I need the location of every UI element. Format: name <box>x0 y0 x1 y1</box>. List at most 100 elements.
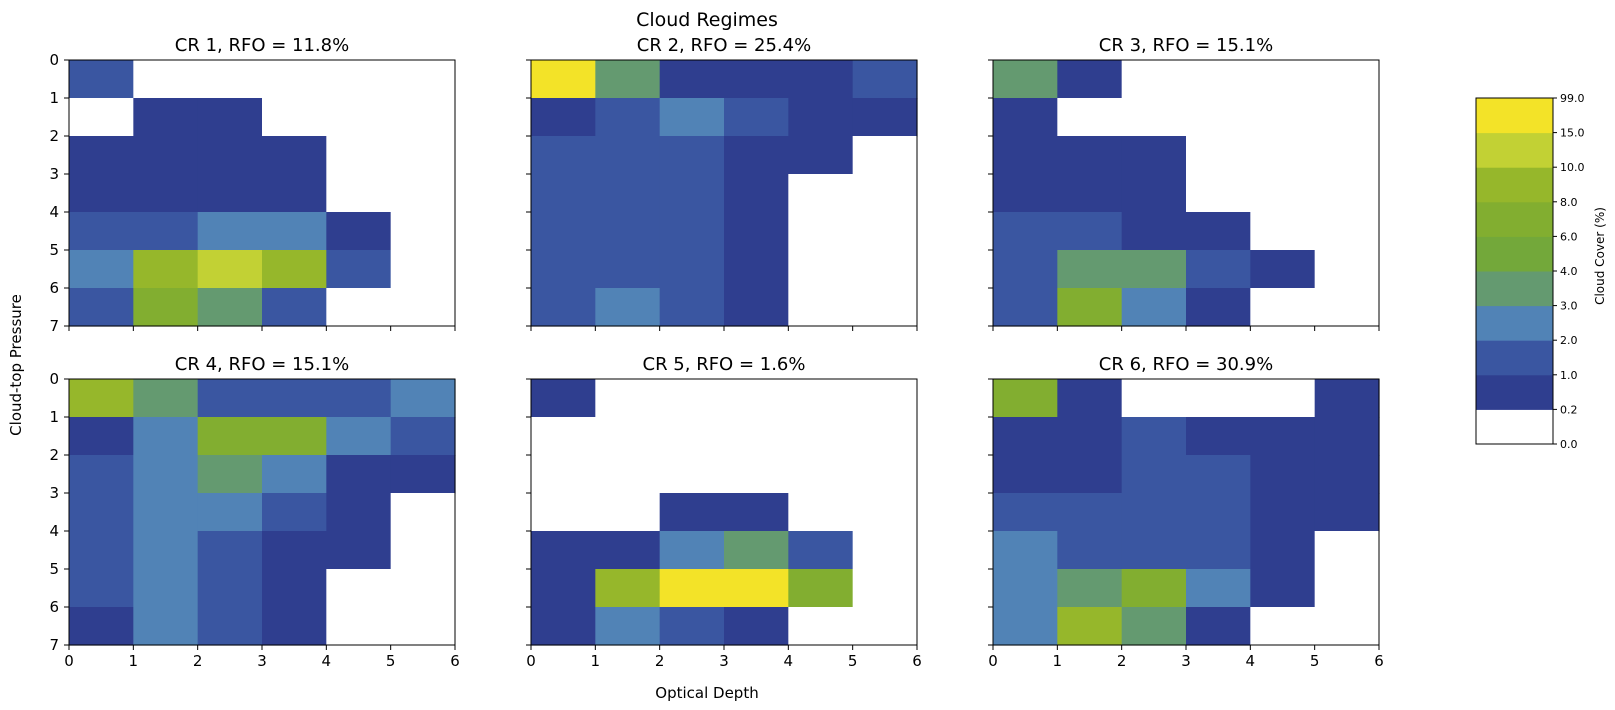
heatmap-cell-4-0-3 <box>262 379 327 418</box>
heatmap-cell-4-0-1 <box>133 379 199 418</box>
x-tick-label: 3 <box>1181 652 1191 670</box>
heatmap-cell-2-1-3 <box>724 98 789 137</box>
heatmap-cell-4-1-2 <box>197 417 263 456</box>
y-tick-label: 2 <box>49 127 59 145</box>
heatmap-cell-5-2-4 <box>788 455 854 494</box>
heatmap-cell-5-5-3 <box>724 569 789 608</box>
colorbar-segment-2 <box>1476 340 1553 376</box>
x-tick-label: 3 <box>719 652 729 670</box>
x-tick-label: 0 <box>526 652 536 670</box>
heatmap-cell-2-1-2 <box>659 98 725 137</box>
heatmap-cell-2-1-0 <box>531 98 596 137</box>
heatmap-cell-3-0-1 <box>1057 60 1123 99</box>
heatmap-cell-4-1-1 <box>133 417 199 456</box>
heatmap-cell-4-2-2 <box>197 455 263 494</box>
heatmap-panel-5: CR 5, RFO = 1.6% 0 1 2 3 4 5 6 <box>526 354 922 670</box>
heatmap-cell-4-5-0 <box>69 569 134 608</box>
heatmap-cell-2-0-5 <box>852 60 918 99</box>
heatmap-cell-3-3-2 <box>1121 174 1187 213</box>
x-tick-label: 2 <box>193 652 203 670</box>
heatmap-cell-5-5-1 <box>595 569 661 608</box>
y-tick-label: 1 <box>49 408 59 426</box>
colorbar: 0.0 0.2 1.0 2.0 3.0 4.0 6.0 8.0 10.0 15.0 99.0 <box>1475 92 1585 451</box>
heatmap-cell-5-3-0 <box>531 493 596 532</box>
heatmap-cell-3-2-3 <box>1186 136 1251 175</box>
heatmap-cell-3-2-2 <box>1121 136 1187 175</box>
heatmap-cell-3-1-1 <box>1057 98 1123 137</box>
colorbar-tick-label: 8.0 <box>1560 196 1578 209</box>
heatmap-cell-3-6-4 <box>1250 288 1316 327</box>
heatmap-cell-1-5-5 <box>390 250 456 289</box>
heatmap-cell-4-3-0 <box>69 493 134 532</box>
heatmap-cell-6-6-1 <box>1057 607 1123 646</box>
heatmap-cell-3-0-3 <box>1186 60 1251 99</box>
y-tick-label: 6 <box>49 598 59 616</box>
x-tick-label: 1 <box>1053 652 1063 670</box>
heatmap-cell-4-5-4 <box>326 569 392 608</box>
heatmap-cell-1-5-3 <box>262 250 327 289</box>
x-tick-label: 6 <box>450 652 460 670</box>
heatmap-cell-3-6-3 <box>1186 288 1251 327</box>
heatmap-cell-5-6-2 <box>659 607 725 646</box>
y-tick-label: 5 <box>49 241 59 259</box>
heatmap-cell-4-1-5 <box>390 417 456 456</box>
heatmap-cell-2-5-3 <box>724 250 789 289</box>
heatmap-cell-2-0-0 <box>531 60 596 99</box>
heatmap-cell-5-5-0 <box>531 569 596 608</box>
heatmap-cell-3-5-4 <box>1250 250 1316 289</box>
heatmap-cell-1-2-2 <box>197 136 263 175</box>
heatmap-cell-6-1-3 <box>1186 417 1251 456</box>
heatmap-cell-1-3-1 <box>133 174 199 213</box>
heatmap-cell-2-3-0 <box>531 174 596 213</box>
heatmap-cell-2-1-1 <box>595 98 661 137</box>
heatmap-cell-5-1-5 <box>852 417 918 456</box>
heatmap-cell-1-0-4 <box>326 60 392 99</box>
heatmap-cell-4-0-4 <box>326 379 392 418</box>
heatmap-cell-1-3-4 <box>326 174 392 213</box>
heatmap-cell-5-0-5 <box>852 379 918 418</box>
heatmap-cell-1-5-2 <box>197 250 263 289</box>
heatmap-cell-5-2-0 <box>531 455 596 494</box>
heatmap-cell-4-1-4 <box>326 417 392 456</box>
heatmap-cell-1-1-5 <box>390 98 456 137</box>
heatmap-cell-2-6-0 <box>531 288 596 327</box>
heatmap-cell-3-5-0 <box>993 250 1058 289</box>
panels-group: CR 1, RFO = 11.8% 0 1 2 3 4 5 6 7 CR 2, RFO = 25.… <box>49 35 1383 670</box>
heatmap-cell-2-1-5 <box>852 98 918 137</box>
heatmap-cell-6-6-4 <box>1250 607 1316 646</box>
heatmap-cell-1-0-3 <box>262 60 327 99</box>
heatmap-panel-4: CR 4, RFO = 15.1% 0 1 2 3 4 5 6 0 1 2 3 4 5 6 7 <box>49 354 459 670</box>
heatmap-cell-4-3-5 <box>390 493 456 532</box>
heatmap-cell-2-6-5 <box>852 288 918 327</box>
heatmap-cell-6-5-1 <box>1057 569 1123 608</box>
x-tick-label: 1 <box>591 652 601 670</box>
x-tick-label: 4 <box>1246 652 1256 670</box>
heatmap-cell-4-1-0 <box>69 417 134 456</box>
heatmap-cell-6-4-3 <box>1186 531 1251 570</box>
colorbar-segment-1 <box>1476 374 1553 410</box>
heatmap-cell-2-6-2 <box>659 288 725 327</box>
heatmap-cell-2-3-3 <box>724 174 789 213</box>
heatmap-panel-2: CR 2, RFO = 25.4% <box>526 35 918 331</box>
heatmap-cell-6-2-4 <box>1250 455 1316 494</box>
x-tick-label: 2 <box>1117 652 1127 670</box>
heatmap-cell-2-3-4 <box>788 174 854 213</box>
heatmap-cell-1-2-0 <box>69 136 134 175</box>
colorbar-tick-label: 99.0 <box>1560 92 1585 105</box>
heatmap-cell-4-4-3 <box>262 531 327 570</box>
y-tick-label: 0 <box>49 370 59 388</box>
heatmap-cell-6-2-0 <box>993 455 1058 494</box>
colorbar-tick-label: 3.0 <box>1560 300 1578 313</box>
heatmap-cell-6-1-2 <box>1121 417 1187 456</box>
heatmap-cell-3-5-3 <box>1186 250 1251 289</box>
heatmap-cell-2-2-3 <box>724 136 789 175</box>
colorbar-tick-label: 0.2 <box>1560 403 1578 416</box>
heatmap-cell-6-4-2 <box>1121 531 1187 570</box>
heatmap-cell-6-3-5 <box>1314 493 1380 532</box>
heatmap-cell-6-6-5 <box>1314 607 1380 646</box>
heatmap-cell-2-3-2 <box>659 174 725 213</box>
heatmap-cell-1-2-3 <box>262 136 327 175</box>
colorbar-segment-5 <box>1476 236 1553 272</box>
heatmap-panel-6: CR 6, RFO = 30.9% 0 1 2 3 4 5 6 <box>988 354 1384 670</box>
heatmap-cell-2-4-1 <box>595 212 661 251</box>
